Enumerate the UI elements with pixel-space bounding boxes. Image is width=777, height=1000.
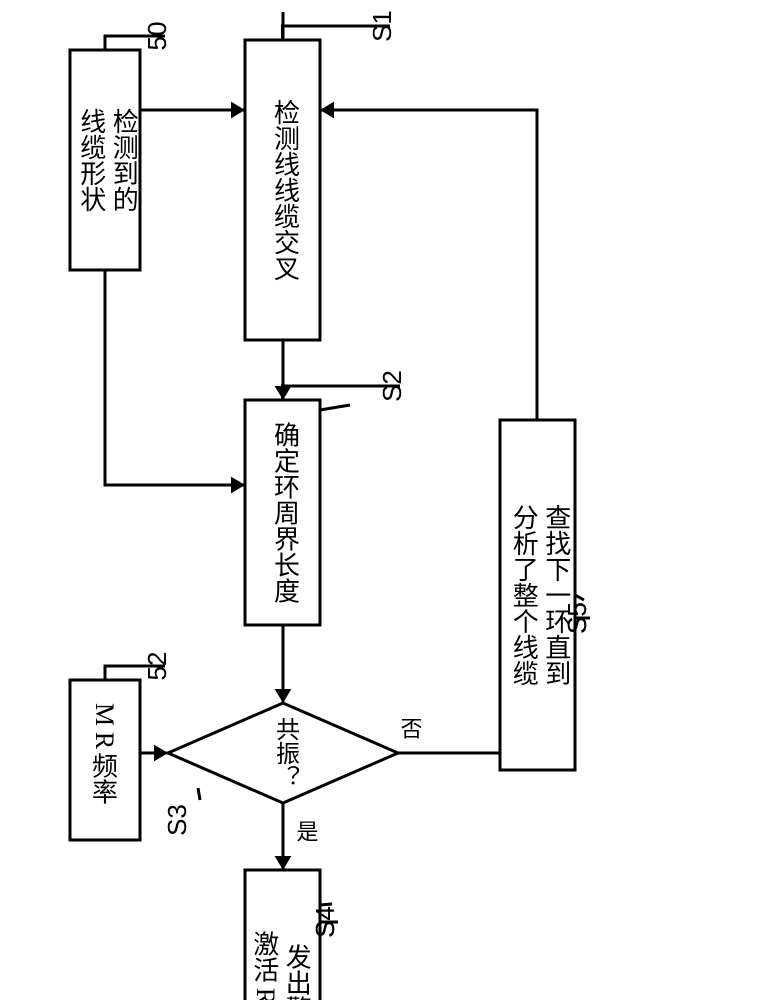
svg-text:R: R <box>251 988 280 1000</box>
svg-text:活: 活 <box>253 957 279 986</box>
step-tag: S1 <box>367 10 397 42</box>
node-bS5: 查找下一环直到分析了整个线缆 <box>500 420 575 770</box>
node-b50: 检测到的线缆形状 <box>70 50 140 270</box>
svg-text:确定环周界长度: 确定环周界长度 <box>271 421 300 603</box>
node-bS1: 检测线线缆交叉 <box>245 40 320 340</box>
svg-text:警: 警 <box>286 996 312 1000</box>
svg-text:激: 激 <box>253 931 279 960</box>
step-tag: S4 <box>310 906 340 938</box>
svg-text:率: 率 <box>92 779 118 808</box>
svg-text:发: 发 <box>286 944 312 973</box>
svg-text:检测线线缆交叉: 检测线线缆交叉 <box>271 99 300 281</box>
step-tag: S3 <box>162 804 192 836</box>
svg-text:线缆形状: 线缆形状 <box>77 108 106 212</box>
svg-text:分析了整个线缆: 分析了整个线缆 <box>509 504 538 686</box>
node-bS4: 发出警报声和/或激活RF放大器互锁 <box>245 870 320 1000</box>
svg-text:出: 出 <box>286 970 312 999</box>
node-b52: MR频率 <box>70 680 140 840</box>
node-bS3: 共振？ <box>168 703 398 803</box>
svg-text:查找下一环直到: 查找下一环直到 <box>542 504 571 686</box>
svg-text:频: 频 <box>92 753 118 782</box>
svg-text:检测到的: 检测到的 <box>109 108 138 212</box>
step-tag: 50 <box>142 22 172 51</box>
svg-text:共振？: 共振？ <box>271 717 299 789</box>
node-bS2: 确定环周界长度 <box>245 400 320 625</box>
step-tag: S5 <box>562 602 592 634</box>
edge-label: 否 <box>398 717 423 739</box>
svg-text:M: M <box>90 703 119 726</box>
step-tag: S2 <box>377 370 407 402</box>
edge-label: 是 <box>294 820 319 842</box>
step-tag: 52 <box>142 652 172 681</box>
svg-text:R: R <box>90 732 119 750</box>
